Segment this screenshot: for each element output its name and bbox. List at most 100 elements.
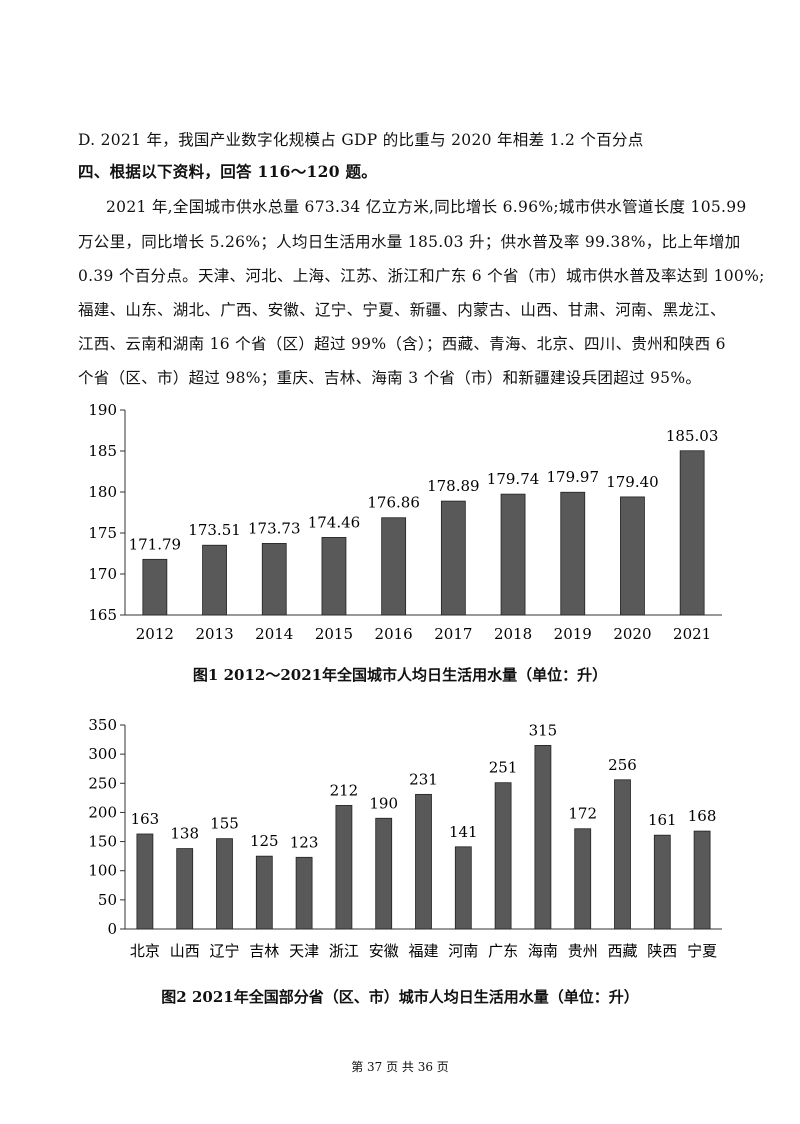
x-tick-label: 辽宁 — [209, 942, 239, 960]
x-tick-label: 山西 — [170, 942, 200, 960]
y-tick-label: 170 — [88, 565, 117, 583]
data-label: 251 — [489, 759, 518, 777]
x-tick-label: 2013 — [195, 625, 233, 643]
data-label: 174.46 — [308, 513, 361, 531]
x-tick-label: 北京 — [130, 942, 160, 960]
data-label: 123 — [290, 833, 319, 851]
page-footer: 第 37 页 共 36 页 — [351, 1060, 449, 1074]
bar-10 — [494, 782, 512, 930]
data-label: 141 — [449, 823, 478, 841]
bar-4 — [321, 537, 347, 616]
data-label: 256 — [608, 756, 637, 774]
data-label: 172 — [568, 805, 597, 823]
data-label: 190 — [369, 794, 398, 812]
bar-2 — [176, 848, 194, 930]
bar-7 — [500, 493, 526, 616]
y-tick-label: 150 — [88, 833, 117, 851]
x-tick-label: 海南 — [528, 942, 558, 960]
y-tick-label: 190 — [88, 401, 117, 419]
paragraph-line-3: 0.39 个百分点。天津、河北、上海、江苏、浙江和广东 6 个省（市）城市供水普… — [78, 267, 765, 285]
bar-11 — [534, 745, 552, 930]
data-label: 179.40 — [606, 473, 659, 491]
data-label: 179.74 — [487, 470, 540, 488]
data-label: 155 — [210, 815, 239, 833]
y-tick-label: 180 — [88, 483, 117, 501]
bar-12 — [574, 828, 592, 930]
x-tick-label: 浙江 — [329, 942, 359, 960]
bar-3 — [216, 838, 233, 930]
bar-7 — [375, 817, 393, 930]
paragraph-line-4: 福建、山东、湖北、广西、安徽、辽宁、宁夏、新疆、内蒙古、山西、甘肃、河南、黑龙江… — [78, 301, 726, 319]
y-tick-label: 0 — [107, 920, 117, 938]
bar-13 — [614, 779, 631, 930]
bar-2 — [202, 544, 227, 616]
x-tick-label: 安徽 — [369, 942, 399, 960]
data-label: 161 — [648, 811, 677, 829]
y-tick-label: 175 — [88, 524, 117, 542]
x-tick-label: 河南 — [448, 942, 478, 960]
x-tick-label: 福建 — [408, 942, 438, 960]
data-label: 163 — [131, 810, 160, 828]
bar-10 — [679, 450, 705, 616]
bar-3 — [261, 543, 287, 616]
data-label: 315 — [529, 721, 558, 739]
x-tick-label: 宁夏 — [687, 942, 717, 960]
bar-14 — [653, 834, 671, 930]
bar-1 — [142, 558, 168, 616]
option-d: D. 2021 年，我国产业数字化规模占 GDP 的比重与 2020 年相差 1… — [78, 131, 644, 149]
y-tick-label: 350 — [88, 716, 117, 734]
bar-9 — [620, 496, 645, 616]
y-tick-label: 200 — [88, 803, 117, 821]
x-tick-label: 2014 — [255, 625, 293, 643]
chart-1: 165 170 175 180 185 190 171.79 2012 173.51 2013 17… — [88, 401, 722, 643]
paragraph-line-5: 江西、云南和湖南 16 个省（区）超过 99%（含）；西藏、青海、北京、四川、贵… — [78, 335, 726, 353]
x-tick-label: 广东 — [488, 942, 518, 960]
data-label: 168 — [688, 807, 717, 825]
chart-1-caption: 图1 2012～2021年全国城市人均日生活用水量（单位：升） — [192, 666, 608, 684]
data-label: 173.51 — [188, 521, 241, 539]
data-label: 179.97 — [547, 468, 600, 486]
x-tick-label: 天津 — [289, 942, 319, 960]
x-tick-label: 贵州 — [568, 942, 598, 960]
y-tick-label: 165 — [88, 606, 117, 624]
data-label: 178.89 — [427, 477, 480, 495]
section-heading: 四、根据以下资料，回答 116～120 题。 — [78, 162, 378, 181]
bar-6 — [440, 500, 466, 616]
data-label: 125 — [250, 832, 279, 850]
x-tick-label: 陕西 — [647, 942, 677, 960]
data-label: 212 — [330, 781, 359, 799]
y-tick-label: 100 — [88, 862, 117, 880]
y-tick-label: 50 — [98, 891, 117, 909]
data-label: 231 — [409, 770, 438, 788]
bar-8 — [415, 793, 432, 930]
bar-6 — [335, 805, 353, 930]
bar-15 — [693, 830, 711, 930]
x-tick-label: 2012 — [136, 625, 174, 643]
paragraph-line-6: 个省（区、市）超过 98%；重庆、吉林、海南 3 个省（市）和新疆建设兵团超过 … — [78, 369, 702, 387]
x-tick-label: 2019 — [554, 625, 592, 643]
chart-2: 0 50 100 150 200 250 300 350 163 北京 138 山西 155 辽宁 125 吉… — [88, 716, 722, 960]
bar-4 — [255, 855, 273, 930]
x-tick-label: 2021 — [673, 625, 711, 643]
paragraph-line-2: 万公里，同比增长 5.26%；人均日生活用水量 185.03 升；供水普及率 9… — [78, 233, 741, 251]
data-label: 185.03 — [666, 427, 719, 445]
bar-5 — [381, 517, 407, 616]
data-label: 138 — [170, 825, 199, 843]
data-label: 173.73 — [248, 519, 301, 537]
paragraph-line-1: 2021 年,全国城市供水总量 673.34 亿立方米,同比增长 6.96%;城… — [106, 198, 747, 216]
y-tick-label: 185 — [88, 442, 117, 460]
chart-2-caption: 图2 2021年全国部分省（区、市）城市人均日生活用水量（单位：升） — [161, 988, 639, 1006]
bar-5 — [295, 856, 313, 930]
y-tick-label: 250 — [88, 774, 117, 792]
x-tick-label: 2018 — [494, 625, 532, 643]
bar-8 — [560, 491, 586, 616]
x-tick-label: 2015 — [315, 625, 353, 643]
x-tick-label: 西藏 — [607, 942, 637, 960]
x-tick-label: 2017 — [434, 625, 472, 643]
x-tick-label: 吉林 — [249, 942, 279, 960]
bar-9 — [454, 846, 472, 930]
x-tick-label: 2016 — [375, 625, 413, 643]
data-label: 176.86 — [367, 494, 420, 512]
y-tick-label: 300 — [88, 745, 117, 763]
data-label: 171.79 — [129, 535, 182, 553]
